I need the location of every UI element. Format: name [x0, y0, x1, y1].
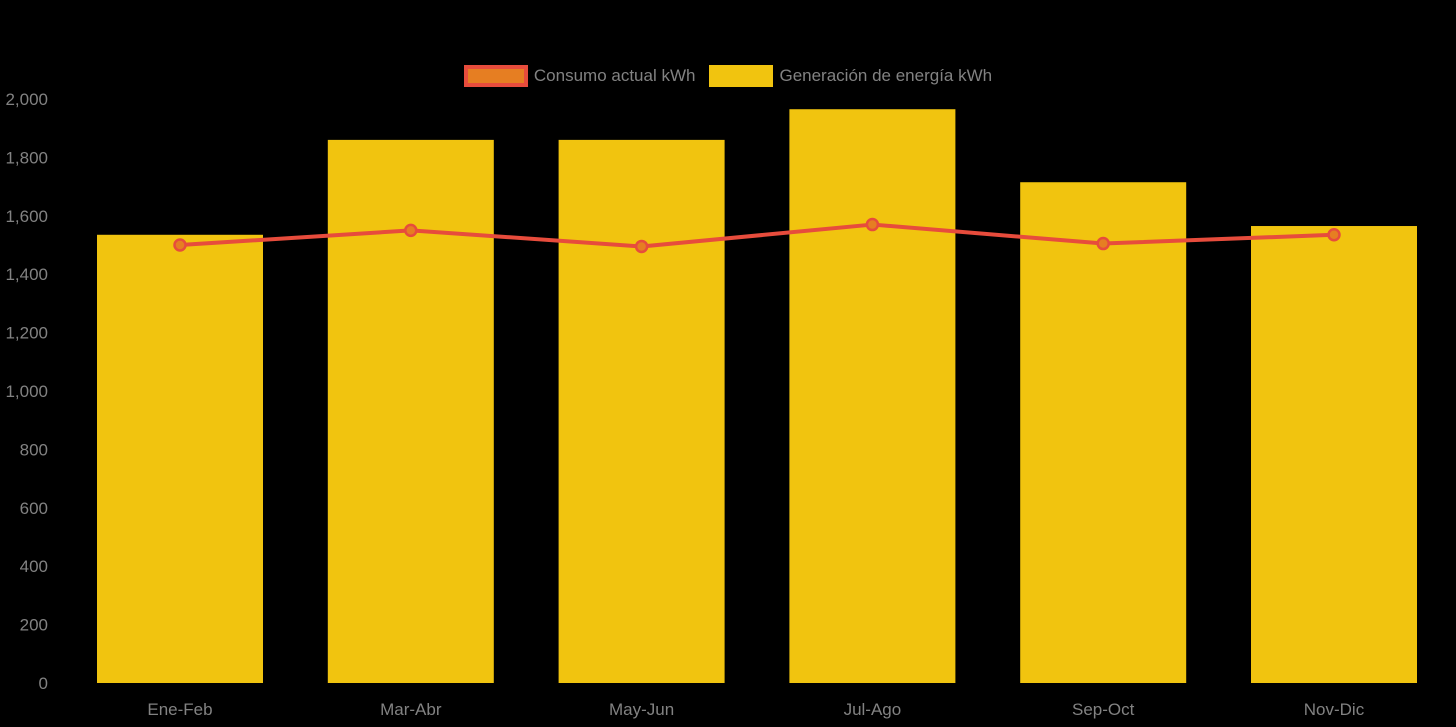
- y-axis-label-1-800: 1,800: [5, 148, 48, 167]
- bar-may-jun[interactable]: [558, 139, 725, 683]
- x-axis-label-mar-abr: Mar-Abr: [380, 700, 442, 719]
- y-axis-label-2-000: 2,000: [5, 90, 48, 109]
- legend-label-generacion-energia: Generación de energía kWh: [779, 66, 993, 85]
- x-axis-label-nov-dic: Nov-Dic: [1304, 700, 1365, 719]
- y-axis-label-1-200: 1,200: [5, 324, 48, 343]
- y-axis-label-600: 600: [20, 499, 48, 518]
- point-sep-oct[interactable]: [1096, 236, 1110, 251]
- bar-sep-oct[interactable]: [1020, 182, 1187, 683]
- y-axis-label-200: 200: [20, 616, 48, 635]
- bar-ene-feb[interactable]: [97, 234, 263, 683]
- point-nov-dic[interactable]: [1327, 228, 1341, 242]
- y-axis-label-1-000: 1,000: [5, 382, 48, 401]
- x-axis-label-jul-ago: Jul-Ago: [844, 700, 902, 719]
- legend-swatch-generacion-energia: [709, 65, 774, 87]
- y-axis-label-0: 0: [39, 674, 48, 693]
- chart-legend: Consumo actual kWh Generación de energía…: [0, 65, 1456, 87]
- point-mar-abr[interactable]: [404, 223, 418, 238]
- legend-item-consumo-actual[interactable]: Consumo actual kWh: [463, 65, 696, 87]
- x-axis-label-sep-oct: Sep-Oct: [1072, 700, 1135, 719]
- legend-label-consumo-actual: Consumo actual kWh: [533, 66, 696, 85]
- x-axis-label-ene-feb: Ene-Feb: [147, 700, 212, 719]
- y-axis-label-1-600: 1,600: [5, 207, 48, 226]
- y-axis-label-400: 400: [20, 557, 48, 576]
- line-consumo-actual: [178, 222, 1336, 249]
- y-axis-label-1-400: 1,400: [5, 265, 48, 284]
- bar-jul-ago[interactable]: [789, 109, 956, 684]
- x-axis-label-may-jun: May-Jun: [609, 700, 674, 719]
- point-may-jun[interactable]: [634, 239, 649, 254]
- bar-mar-abr[interactable]: [327, 139, 494, 683]
- y-axis-label-800: 800: [20, 440, 48, 459]
- point-ene-feb[interactable]: [173, 238, 187, 252]
- bar-nov-dic[interactable]: [1251, 226, 1417, 683]
- legend-item-generacion-energia[interactable]: Generación de energía kWh: [709, 65, 992, 87]
- point-jul-ago[interactable]: [865, 217, 880, 232]
- legend-swatch-consumo-actual: [463, 65, 528, 87]
